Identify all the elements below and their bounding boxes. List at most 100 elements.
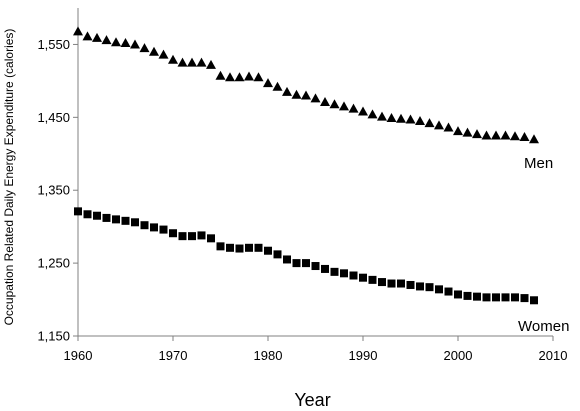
data-point-women [473, 292, 481, 301]
data-point-men [377, 111, 387, 121]
data-point-men [206, 59, 216, 69]
data-point-women [511, 293, 519, 302]
data-point-women [245, 243, 253, 252]
data-point-men [111, 37, 121, 47]
data-point-women [530, 296, 538, 305]
data-point-women [302, 259, 310, 268]
data-point-men [358, 106, 368, 116]
data-point-women [169, 229, 177, 238]
data-point-women [140, 221, 149, 230]
data-point-men [301, 90, 311, 100]
data-point-women [283, 255, 291, 264]
data-point-men [130, 39, 140, 49]
data-point-men [158, 49, 169, 59]
data-point-women [112, 215, 120, 224]
series-label-women: Women [518, 318, 569, 335]
y-tick-label: 1,550 [37, 37, 70, 52]
data-point-women [121, 216, 130, 225]
data-point-men [196, 57, 207, 67]
data-point-men [320, 97, 330, 107]
data-point-women [131, 218, 139, 227]
data-point-women [359, 273, 367, 282]
data-point-women [254, 243, 263, 252]
y-tick-label: 1,250 [37, 256, 70, 271]
data-point-men [215, 70, 226, 80]
data-point-men [519, 132, 530, 142]
data-point-women [159, 225, 168, 234]
y-tick-label: 1,450 [37, 110, 70, 125]
data-point-men [272, 81, 283, 91]
data-point-women [321, 264, 329, 273]
x-tick-label: 1960 [64, 348, 93, 363]
y-tick-label: 1,350 [37, 183, 70, 198]
data-point-men [177, 57, 188, 67]
data-point-women [178, 232, 187, 241]
data-point-men [491, 130, 501, 140]
data-point-men [396, 113, 406, 123]
data-point-men [405, 114, 416, 124]
data-point-men [500, 130, 511, 140]
data-point-men [462, 127, 473, 137]
data-point-women [207, 234, 215, 243]
data-point-men [443, 122, 454, 132]
data-point-men [234, 72, 245, 82]
data-point-women [74, 207, 82, 216]
data-point-women [416, 282, 424, 291]
data-point-women [226, 243, 234, 252]
data-point-women [501, 293, 510, 302]
data-point-men [139, 43, 150, 53]
data-point-women [273, 250, 282, 259]
x-tick-label: 2010 [539, 348, 568, 363]
data-point-men [434, 120, 444, 130]
x-tick-label: 1970 [159, 348, 188, 363]
data-point-women [264, 246, 272, 255]
data-point-women [235, 244, 244, 253]
data-point-women [197, 231, 206, 240]
x-tick-label: 1990 [349, 348, 378, 363]
data-point-men [120, 37, 131, 47]
data-point-men [339, 101, 349, 111]
series-women [74, 207, 538, 305]
data-point-women [406, 280, 415, 289]
data-point-men [73, 26, 83, 36]
data-point-women [292, 259, 301, 268]
data-point-women [463, 291, 472, 300]
data-point-women [492, 293, 500, 302]
data-point-women [83, 210, 92, 219]
data-point-women [435, 285, 443, 294]
data-point-women [387, 279, 396, 288]
data-point-men [472, 129, 482, 139]
data-point-men [263, 78, 273, 88]
data-point-men [149, 46, 159, 56]
data-point-men [329, 99, 340, 109]
data-point-men [92, 32, 102, 42]
data-point-men [168, 54, 178, 64]
y-axis-ticks: 1,150 1,250 1,350 1,450 1,550 [37, 37, 78, 344]
x-axis-ticks: 1960 1970 1980 1990 2000 2010 [64, 336, 568, 363]
data-point-women [397, 279, 405, 288]
data-point-men [510, 131, 520, 141]
data-point-women [102, 213, 111, 222]
data-point-men [253, 72, 264, 82]
data-point-men [529, 134, 539, 144]
data-point-women [311, 262, 320, 271]
data-point-men [348, 103, 359, 113]
data-point-women [454, 290, 462, 299]
y-tick-label: 1,150 [37, 329, 70, 344]
x-axis-title: Year [294, 390, 330, 410]
data-point-men [424, 118, 435, 128]
data-point-women [340, 269, 348, 278]
data-point-men [225, 72, 235, 82]
data-point-men [481, 130, 492, 140]
series-men [73, 26, 539, 144]
data-point-men [82, 31, 93, 41]
data-point-women [425, 283, 434, 292]
data-point-women [93, 211, 101, 220]
data-point-men [453, 126, 463, 136]
data-point-men [282, 86, 292, 96]
y-axis-title: Occupation Related Daily Energy Expendit… [2, 29, 16, 326]
data-point-women [378, 278, 386, 287]
data-point-women [349, 271, 358, 280]
data-point-men [386, 113, 397, 123]
